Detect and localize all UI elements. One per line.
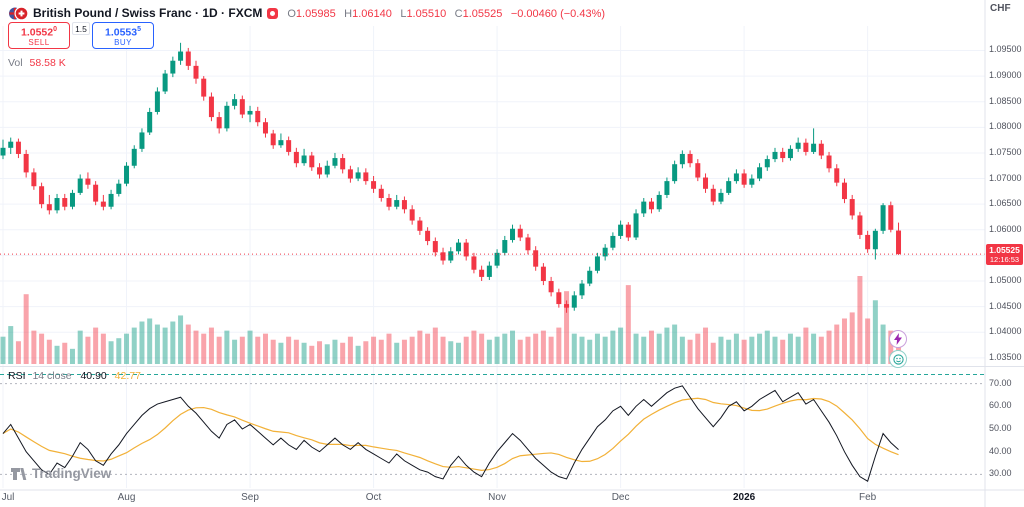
time-axis-label: Sep bbox=[241, 492, 259, 503]
price-axis-label: 1.03500 bbox=[989, 351, 1022, 362]
time-axis-label: Nov bbox=[488, 492, 506, 503]
time-axis-label: Aug bbox=[117, 492, 136, 503]
price-axis-label: 1.04500 bbox=[989, 300, 1022, 311]
time-axis-label: Feb bbox=[859, 492, 877, 503]
rsi-axis-label: 40.00 bbox=[989, 445, 1012, 456]
time-axis-label: Jul bbox=[1, 492, 15, 503]
broker-logo-icon bbox=[267, 7, 279, 19]
ohlc-close-label: C bbox=[454, 8, 463, 20]
symbol-title[interactable]: British Pound / Swiss Franc · 1D · FXCM bbox=[33, 6, 263, 20]
rsi-title[interactable]: RSI bbox=[8, 370, 26, 382]
price-axis-label: 1.05000 bbox=[989, 275, 1022, 285]
ohlc-high-label: H bbox=[344, 8, 353, 20]
tradingview-glyph-icon bbox=[10, 466, 27, 481]
rsi-axis-label: 30.00 bbox=[989, 468, 1012, 479]
buy-label: BUY bbox=[114, 38, 132, 48]
bar-countdown: 12:16:53 bbox=[989, 255, 1020, 265]
last-price-value: 1.05525 bbox=[989, 245, 1020, 256]
rsi-axis-label: 50.00 bbox=[989, 423, 1012, 433]
buy-button[interactable]: 1.05535 BUY bbox=[92, 22, 154, 49]
price-scale[interactable]: CHF 1.05525 12:16:53 1.09500 1.09000 1.085… bbox=[985, 0, 1024, 507]
smiley-icon bbox=[892, 353, 904, 365]
symbol-flags-icon bbox=[8, 6, 28, 21]
ohlc-open-value: 1.05985 bbox=[295, 8, 336, 20]
time-scale[interactable]: Jul Aug Sep Oct Nov Dec 2026 Feb bbox=[0, 490, 985, 507]
rsi-value: 40.90 bbox=[80, 370, 107, 382]
rsi-axis-label: 70.00 bbox=[989, 377, 1012, 388]
tradingview-wordmark: TradingView bbox=[32, 466, 112, 481]
time-axis-label: 2026 bbox=[732, 492, 756, 503]
price-axis-label: 1.08000 bbox=[989, 121, 1022, 132]
ohlc-low-value: 1.05510 bbox=[406, 8, 447, 20]
last-price-badge: 1.05525 12:16:53 bbox=[986, 244, 1023, 266]
instant-order-button[interactable] bbox=[889, 330, 907, 348]
price-axis-label: 1.06000 bbox=[989, 223, 1022, 234]
rsi-ma-value: 42.77 bbox=[114, 370, 141, 382]
sell-button[interactable]: 1.05520 SELL bbox=[8, 22, 70, 49]
price-axis-label: 1.06500 bbox=[989, 198, 1022, 209]
currency-toggle[interactable]: CHF bbox=[990, 3, 1011, 14]
sell-price: 1.05520 bbox=[20, 25, 58, 39]
volume-label: Vol bbox=[8, 57, 23, 69]
ohlc-high-value: 1.06140 bbox=[352, 8, 392, 20]
time-axis-label: Dec bbox=[611, 492, 630, 503]
quick-reaction-button[interactable] bbox=[889, 350, 907, 368]
change-value: −0.00460 (−0.43%) bbox=[510, 8, 606, 20]
price-axis-label: 1.09000 bbox=[989, 70, 1022, 81]
price-axis-label: 1.04000 bbox=[989, 326, 1022, 337]
sell-label: SELL bbox=[28, 38, 50, 48]
lightning-icon bbox=[893, 333, 903, 345]
price-axis-label: 1.08500 bbox=[989, 95, 1022, 106]
rsi-params: 14 close bbox=[32, 370, 72, 382]
ohlc-open-label: O bbox=[287, 8, 296, 20]
price-axis-label: 1.07500 bbox=[989, 146, 1022, 157]
rsi-header: RSI 14 close 40.90 42.77 bbox=[8, 370, 141, 382]
ohlc-close-value: 1.05525 bbox=[462, 8, 503, 20]
tradingview-logo[interactable]: TradingView bbox=[10, 466, 111, 481]
symbol-header: British Pound / Swiss Franc · 1D · FXCM … bbox=[8, 4, 605, 22]
time-axis-label: Oct bbox=[365, 492, 382, 503]
price-axis-label: 1.09500 bbox=[989, 44, 1022, 55]
spread-value: 1.5 bbox=[72, 22, 90, 35]
buy-price: 1.05535 bbox=[104, 25, 142, 39]
trade-panel: 1.05520 SELL 1.5 1.05535 BUY bbox=[8, 22, 154, 49]
ohlc-low-label: L bbox=[400, 8, 407, 20]
price-axis-label: 1.07000 bbox=[989, 172, 1022, 183]
pane-separator[interactable] bbox=[0, 363, 985, 370]
rsi-axis-label: 60.00 bbox=[989, 400, 1012, 411]
volume-value: 58.58 K bbox=[29, 57, 66, 69]
volume-readout: Vol 58.58 K bbox=[8, 57, 66, 69]
